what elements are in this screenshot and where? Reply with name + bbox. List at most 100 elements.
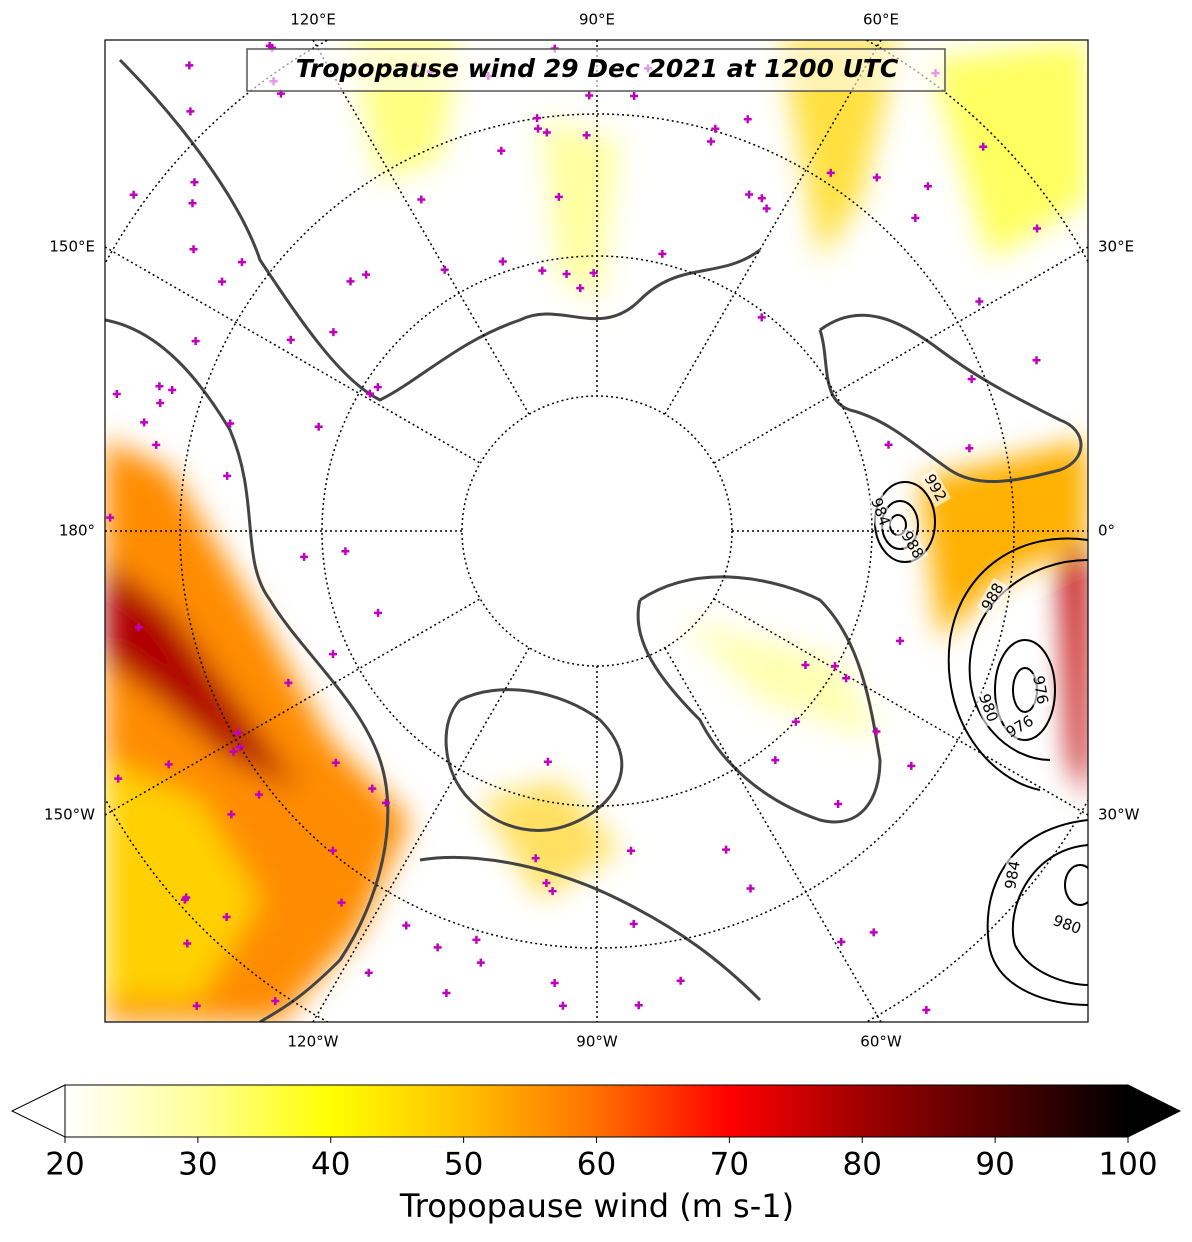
station-marker (402, 921, 411, 930)
station-marker (156, 398, 165, 407)
station-marker (364, 968, 373, 977)
station-marker (826, 168, 835, 177)
station-marker (185, 61, 194, 70)
contour-label-bg (973, 688, 1003, 728)
station-marker (834, 799, 843, 808)
station-marker (791, 717, 800, 726)
station-marker (190, 178, 199, 187)
station-marker (237, 258, 246, 267)
station-marker (155, 382, 164, 391)
station-marker (498, 257, 507, 266)
station-marker (548, 887, 557, 896)
station-marker (233, 728, 242, 737)
station-marker (531, 854, 540, 863)
station-marker (634, 1001, 643, 1010)
title-box (246, 48, 946, 92)
station-marker (711, 124, 720, 133)
colorbar-tick-label: 40 (311, 1147, 350, 1183)
station-marker (585, 91, 594, 100)
station-marker (329, 328, 338, 337)
colorbar-label: Tropopause wind (m s-1) (399, 1187, 794, 1225)
station-marker (1033, 224, 1042, 233)
station-marker (300, 552, 309, 561)
colorbar-extend-high (1127, 1084, 1182, 1138)
station-marker (346, 277, 355, 286)
station-marker (226, 419, 235, 428)
contour-label: 976 (1029, 674, 1052, 705)
station-marker (550, 979, 559, 988)
station-marker (743, 115, 752, 124)
station-marker (218, 277, 227, 286)
contour-label: 984 (1001, 859, 1024, 890)
station-marker (140, 418, 149, 427)
station-marker (922, 1005, 931, 1014)
station-marker (374, 608, 383, 617)
station-marker (168, 385, 177, 394)
station-marker (129, 190, 138, 199)
map-frame (104, 39, 1089, 1023)
station-marker (152, 440, 161, 449)
station-marker (965, 444, 974, 453)
colorbar-tick-label: 90 (975, 1147, 1014, 1183)
station-marker (442, 989, 451, 998)
station-marker (328, 846, 337, 855)
station-marker (229, 747, 238, 756)
station-marker (629, 919, 638, 928)
station-marker (543, 757, 552, 766)
station-marker (872, 727, 881, 736)
station-marker (533, 114, 542, 123)
map-title: Tropopause wind 29 Dec 2021 at 1200 UTC (296, 54, 899, 83)
station-marker (365, 389, 374, 398)
station-marker (830, 662, 839, 671)
station-marker (476, 958, 485, 967)
longitude-label: 90°W (576, 1033, 618, 1051)
station-marker (884, 440, 893, 449)
station-marker (533, 124, 542, 133)
station-marker (286, 335, 295, 344)
station-marker (106, 513, 115, 522)
station-marker (757, 194, 766, 203)
station-marker (801, 661, 810, 670)
contour-label-bg (1028, 671, 1052, 709)
longitude-label: 150°W (44, 806, 95, 824)
station-marker (189, 245, 198, 254)
station-marker (911, 214, 920, 223)
station-marker (331, 758, 340, 767)
station-marker (186, 107, 195, 116)
station-marker (907, 761, 916, 770)
colorbar (64, 1084, 1129, 1138)
station-marker (771, 756, 780, 765)
station-marker (589, 269, 598, 278)
longitude-label: 90°E (579, 11, 615, 29)
station-marker (576, 284, 585, 293)
station-marker (254, 790, 263, 799)
contour-label-bg (865, 492, 895, 532)
station-marker (271, 997, 280, 1006)
station-marker (188, 199, 197, 208)
longitude-label: 30°W (1098, 806, 1140, 824)
station-marker (658, 249, 667, 258)
station-marker (630, 92, 639, 101)
longitude-label: 120°E (290, 11, 336, 29)
station-marker (872, 173, 881, 182)
station-marker (134, 623, 143, 632)
station-marker (472, 935, 481, 944)
station-marker (558, 1001, 567, 1010)
contour-label-bg (1000, 710, 1040, 744)
station-marker (433, 943, 442, 952)
colorbar-tick-label: 30 (178, 1147, 217, 1183)
station-marker (979, 142, 988, 151)
station-marker (223, 471, 232, 480)
station-marker (869, 928, 878, 937)
contour-label-bg (1001, 856, 1025, 894)
station-marker (191, 337, 200, 346)
station-marker (183, 939, 192, 948)
station-marker (722, 845, 731, 854)
contour-label-bg (895, 525, 929, 565)
station-marker (341, 547, 350, 556)
station-marker (114, 774, 123, 783)
station-marker (337, 898, 346, 907)
station-marker (707, 137, 716, 146)
